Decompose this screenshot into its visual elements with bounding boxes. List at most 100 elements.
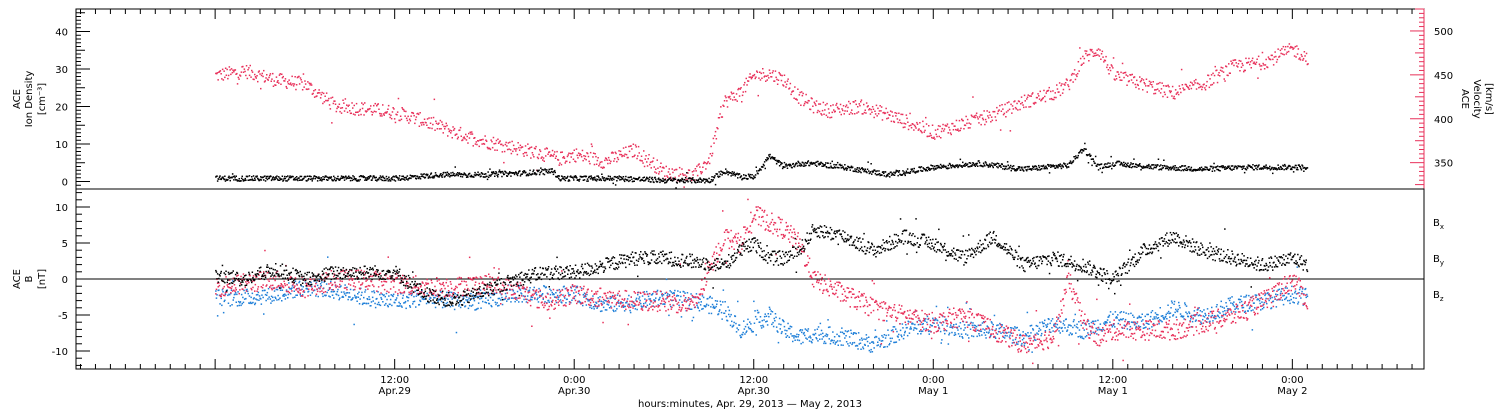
by-point — [340, 285, 342, 287]
density-point — [224, 179, 226, 181]
density-point — [251, 176, 253, 178]
by-point — [521, 293, 523, 295]
velocity-point — [464, 136, 466, 138]
velocity-point — [573, 159, 575, 161]
density-point — [685, 177, 687, 179]
velocity-point — [1066, 79, 1068, 81]
by-point — [827, 319, 829, 321]
density-point — [1201, 167, 1203, 169]
velocity-point — [247, 78, 249, 80]
by-point — [947, 307, 949, 309]
velocity-point — [1085, 53, 1087, 55]
density-axis-label-line2: Ion Density — [24, 71, 35, 128]
velocity-point — [375, 103, 377, 105]
by-point — [689, 305, 691, 307]
velocity-point — [844, 110, 846, 112]
by-point — [699, 310, 701, 312]
by-point — [246, 289, 248, 291]
velocity-point — [304, 80, 306, 82]
velocity-point — [1000, 129, 1002, 131]
velocity-point — [1125, 72, 1127, 74]
by-point — [894, 326, 896, 328]
density-point — [760, 169, 762, 171]
velocity-point — [642, 162, 644, 164]
by-point — [811, 342, 813, 344]
velocity-point — [329, 104, 331, 106]
density-point — [1026, 170, 1028, 172]
velocity-point — [653, 157, 655, 159]
by-point — [913, 329, 915, 331]
velocity-point — [740, 87, 742, 89]
velocity-point — [1079, 47, 1081, 49]
by-point — [642, 295, 644, 297]
velocity-point — [330, 97, 332, 99]
by-point — [1084, 329, 1086, 331]
by-point — [1123, 311, 1125, 313]
density-point — [557, 176, 559, 178]
density-point — [663, 181, 665, 183]
velocity-point — [581, 156, 583, 158]
density-point — [371, 179, 373, 181]
by-point — [972, 325, 974, 327]
by-point — [549, 302, 551, 304]
density-axis-label-line3: [cm⁻³] — [37, 83, 48, 115]
by-point — [768, 316, 770, 318]
density-point — [1278, 167, 1280, 169]
density-point — [687, 181, 689, 183]
velocity-point — [1217, 82, 1219, 84]
velocity-point — [799, 94, 801, 96]
by-point — [946, 325, 948, 327]
density-point — [1060, 166, 1062, 168]
density-point — [321, 180, 323, 182]
by-point — [1130, 313, 1132, 315]
by-point — [242, 303, 244, 305]
by-point — [829, 338, 831, 340]
velocity-point — [420, 122, 422, 124]
by-point — [593, 308, 595, 310]
velocity-point — [1032, 92, 1034, 94]
velocity-point — [825, 104, 827, 106]
by-point — [1127, 328, 1129, 330]
velocity-point — [644, 166, 646, 168]
velocity-point — [997, 113, 999, 115]
velocity-point — [525, 145, 527, 147]
velocity-point — [1265, 59, 1267, 61]
velocity-point — [1297, 53, 1299, 55]
velocity-point — [824, 109, 826, 111]
by-point — [820, 323, 822, 325]
density-point — [1010, 165, 1012, 167]
velocity-point — [618, 150, 620, 152]
velocity-point — [805, 94, 807, 96]
velocity-point — [1213, 82, 1215, 84]
density-point — [654, 177, 656, 179]
velocity-point — [462, 139, 464, 141]
density-point — [536, 173, 538, 175]
by-point — [668, 315, 670, 317]
velocity-point — [867, 105, 869, 107]
density-tick-label: 30 — [55, 65, 68, 76]
velocity-point — [1216, 70, 1218, 72]
by-point — [727, 320, 729, 322]
by-point — [683, 291, 685, 293]
velocity-point — [1296, 45, 1298, 47]
velocity-point — [761, 73, 763, 75]
velocity-point — [1022, 102, 1024, 104]
by-point — [896, 341, 898, 343]
velocity-point — [724, 100, 726, 102]
velocity-point — [832, 104, 834, 106]
velocity-point — [1004, 113, 1006, 115]
by-point — [237, 291, 239, 293]
density-point — [1180, 170, 1182, 172]
density-point — [933, 168, 935, 170]
velocity-point — [823, 114, 825, 116]
velocity-point — [881, 106, 883, 108]
velocity-point — [1233, 60, 1235, 62]
by-point — [1045, 324, 1047, 326]
velocity-point — [560, 152, 562, 154]
by-point — [817, 329, 819, 331]
by-point — [954, 332, 956, 334]
density-point — [1089, 153, 1091, 155]
density-point — [791, 167, 793, 169]
by-point — [596, 302, 598, 304]
density-point — [1252, 167, 1254, 169]
